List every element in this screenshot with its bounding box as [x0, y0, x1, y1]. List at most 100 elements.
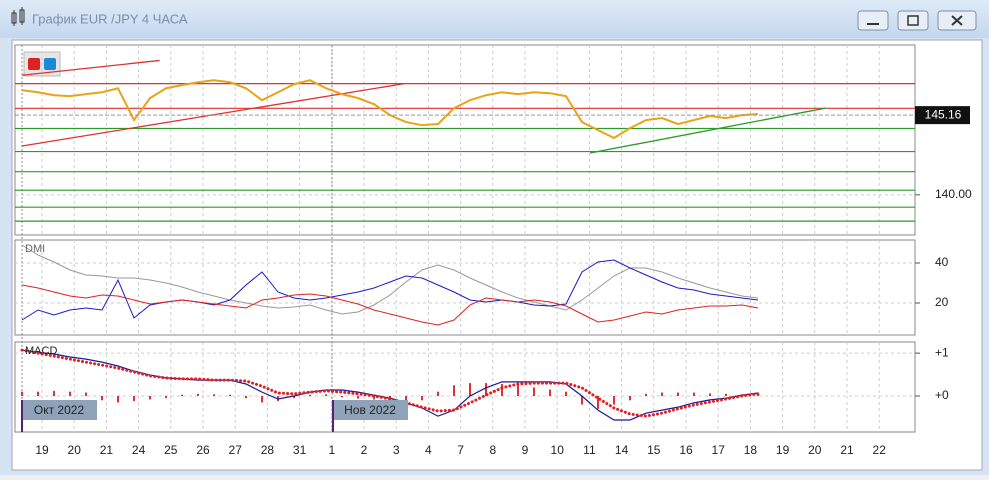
y-tick-label: 20	[935, 295, 949, 309]
histogram-bar	[613, 396, 615, 405]
x-tick-label: 8	[489, 443, 496, 457]
x-tick-label: 31	[293, 443, 307, 457]
x-tick-label: 2	[361, 443, 368, 457]
histogram-bar	[693, 392, 695, 396]
histogram-bar	[661, 392, 663, 396]
histogram-bar	[597, 396, 599, 409]
month-label: Окт 2022	[34, 403, 85, 417]
histogram-bar	[101, 396, 103, 401]
x-tick-label: 16	[679, 443, 693, 457]
histogram-bar	[405, 396, 407, 402]
histogram-bar	[85, 392, 87, 396]
x-tick-label: 11	[583, 443, 596, 457]
histogram-bar	[213, 394, 215, 396]
histogram-bar	[309, 394, 311, 396]
minimize-button[interactable]	[857, 10, 889, 31]
histogram-bar	[725, 393, 727, 396]
histogram-bar	[21, 391, 23, 396]
histogram-bar	[197, 393, 199, 396]
histogram-bar	[181, 394, 183, 396]
histogram-bar	[261, 396, 263, 403]
x-tick-label: 17	[712, 443, 726, 457]
histogram-bar	[645, 393, 647, 396]
app-icon	[11, 7, 25, 26]
x-tick-label: 21	[840, 443, 854, 457]
x-tick-label: 24	[132, 443, 146, 457]
x-tick-label: 20	[68, 443, 82, 457]
x-tick-label: 9	[522, 443, 529, 457]
histogram-bar	[37, 391, 39, 396]
x-tick-label: 3	[393, 443, 400, 457]
histogram-bar	[165, 396, 167, 399]
maximize-button[interactable]	[897, 10, 929, 31]
window-title: График EUR /JPY 4 ЧАСА	[32, 11, 188, 26]
histogram-bar	[581, 396, 583, 405]
x-tick-label: 14	[615, 443, 629, 457]
histogram-bar	[69, 391, 71, 396]
histogram-bar	[677, 392, 679, 396]
x-tick-label: 20	[808, 443, 822, 457]
y-tick-label: +1	[935, 345, 949, 359]
chart-area	[11, 39, 983, 471]
month-label: Нов 2022	[344, 403, 396, 417]
histogram-bar	[117, 396, 119, 403]
histogram-bar	[293, 396, 295, 399]
histogram-bar	[133, 396, 135, 402]
macd-panel	[14, 341, 916, 433]
dmi-label: DMI	[25, 243, 45, 255]
month-box	[333, 400, 408, 420]
last-price-label: 145.16	[925, 107, 962, 121]
histogram-bar	[501, 384, 503, 396]
y-tick-label: 140.00	[935, 187, 972, 201]
histogram-bar	[453, 385, 455, 396]
x-tick-label: 25	[164, 443, 178, 457]
histogram-bar	[341, 396, 343, 398]
x-tick-label: 27	[229, 443, 243, 457]
x-tick-label: 28	[261, 443, 275, 457]
x-tick-label: 10	[551, 443, 565, 457]
x-tick-label: 15	[647, 443, 661, 457]
trendline	[21, 59, 160, 76]
last-price-box	[915, 106, 970, 125]
dmi-line	[21, 259, 759, 321]
x-tick-label: 4	[425, 443, 432, 457]
x-tick-label: 19	[776, 443, 790, 457]
title-bar	[0, 0, 989, 38]
histogram-bar	[709, 393, 711, 396]
trendline	[589, 107, 826, 154]
histogram-bar	[149, 396, 151, 400]
histogram-bar	[325, 394, 327, 396]
y-tick-label: +0	[935, 388, 949, 402]
dmi-panel	[14, 239, 916, 336]
histogram-bar	[373, 396, 375, 400]
histogram-bar	[245, 396, 247, 399]
histogram-bar	[53, 390, 55, 396]
histogram-bar	[485, 383, 487, 396]
x-tick-label: 26	[196, 443, 210, 457]
y-tick-label: 40	[935, 255, 949, 269]
histogram-bar	[357, 396, 359, 399]
macd-label: MACD	[25, 345, 57, 357]
histogram-bar	[229, 394, 231, 396]
histogram-bar	[437, 391, 439, 396]
month-box	[22, 400, 97, 420]
dmi-line	[21, 244, 759, 315]
histogram-bar	[533, 387, 535, 396]
dmi-line	[21, 284, 759, 326]
histogram-bar	[517, 385, 519, 396]
x-tick-label: 22	[873, 443, 887, 457]
histogram-bar	[421, 396, 423, 401]
x-tick-label: 19	[35, 443, 49, 457]
x-tick-label: 21	[100, 443, 114, 457]
signal-line	[20, 348, 760, 418]
window-buttons[interactable]	[857, 10, 977, 31]
price-panel	[14, 44, 916, 236]
histogram-bar	[469, 383, 471, 396]
histogram-bar	[565, 391, 567, 396]
x-tick-label: 7	[457, 443, 464, 457]
histogram-bar	[629, 396, 631, 401]
x-tick-label: 18	[744, 443, 758, 457]
histogram-bar	[549, 389, 551, 396]
x-tick-label: 1	[328, 443, 335, 457]
